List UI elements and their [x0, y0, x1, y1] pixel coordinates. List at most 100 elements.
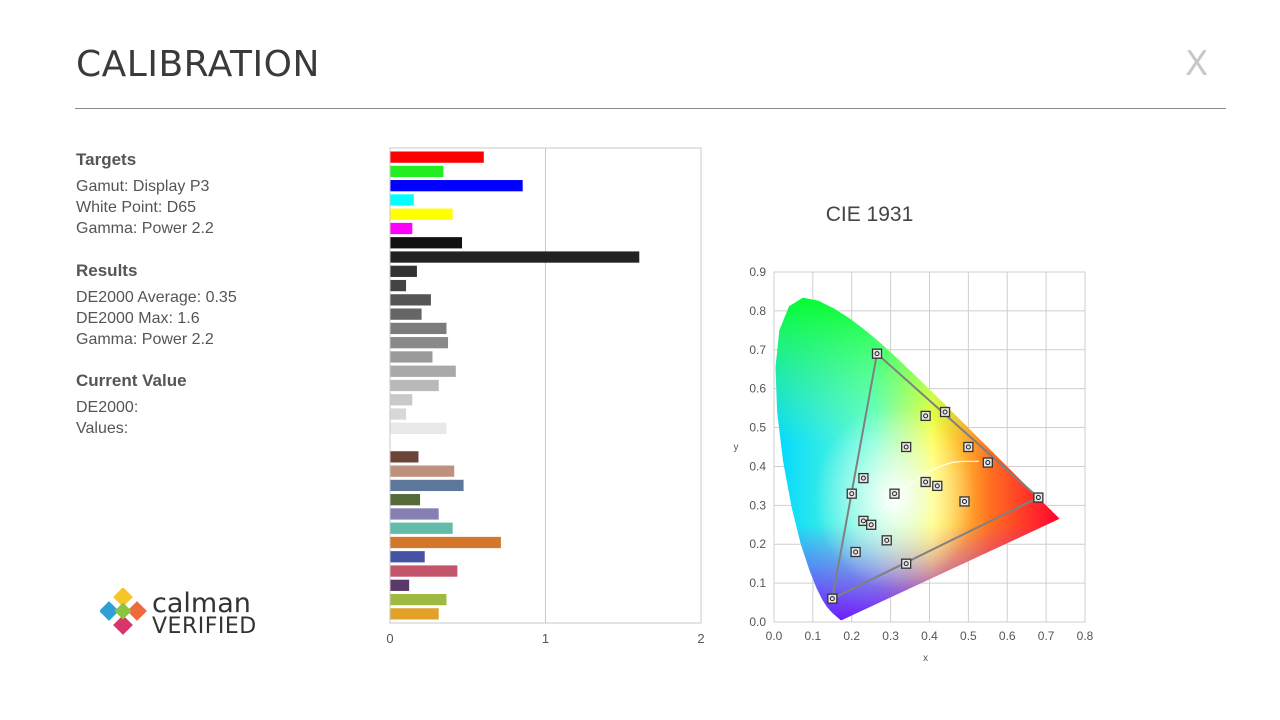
cie-x-tick-label: 0.0 — [766, 629, 783, 643]
target-marker — [963, 441, 974, 453]
bar — [390, 451, 419, 463]
current-de: DE2000: — [76, 399, 139, 416]
measured-marker — [849, 491, 855, 497]
bar — [390, 237, 463, 249]
current-value-heading: Current Value — [76, 371, 187, 390]
target-marker — [959, 496, 970, 507]
cie-y-tick-label: 0.7 — [749, 343, 766, 357]
results-de-max: DE2000 Max: 1.6 — [76, 310, 200, 327]
target-marker — [889, 488, 900, 499]
bar — [390, 565, 458, 577]
target-marker — [871, 348, 883, 359]
close-button[interactable]: X — [1185, 44, 1209, 84]
results-section: Results DE2000 Average: 0.35 DE2000 Max:… — [76, 261, 237, 350]
cie-chart-title: CIE 1931 — [826, 203, 914, 226]
measured-marker — [923, 479, 929, 485]
cie-x-tick-label: 0.7 — [1038, 629, 1055, 643]
target-marker — [932, 480, 943, 492]
targets-white-point: White Point: D65 — [76, 199, 197, 216]
bar-x-tick-label: 0 — [386, 631, 393, 646]
bar — [390, 351, 433, 363]
bar — [390, 337, 449, 349]
bar — [390, 508, 439, 520]
cie-y-tick-label: 0.1 — [749, 576, 766, 590]
measured-marker — [884, 537, 890, 543]
page-title: CALIBRATION — [76, 44, 320, 85]
bar — [390, 522, 453, 534]
target-marker — [858, 472, 869, 484]
bar — [390, 294, 431, 306]
targets-section: Targets Gamut: Display P3 White Point: D… — [76, 150, 214, 239]
cie-x-tick-label: 0.8 — [1077, 629, 1094, 643]
targets-gamut: Gamut: Display P3 — [76, 178, 210, 195]
target-marker — [982, 457, 993, 468]
bar — [390, 165, 444, 178]
cie-x-tick-label: 0.4 — [921, 629, 938, 643]
target-gamut-triangle — [830, 351, 1041, 601]
bar-x-tick-label: 1 — [542, 631, 549, 646]
bar — [390, 208, 453, 220]
cie-x-tick-label: 0.1 — [805, 629, 822, 643]
measured-marker — [874, 351, 880, 357]
bar — [390, 322, 447, 335]
cie-y-tick-label: 0.9 — [749, 265, 766, 279]
measured-marker — [860, 475, 866, 481]
cie-x-tick-label: 0.5 — [960, 629, 977, 643]
bar — [390, 180, 523, 192]
measured-marker — [934, 483, 940, 489]
bar — [390, 551, 425, 563]
cie-y-tick-label: 0.2 — [749, 537, 766, 551]
target-marker — [866, 519, 877, 530]
measured-marker — [892, 491, 898, 497]
target-marker — [901, 558, 912, 569]
measured-marker — [903, 561, 909, 567]
target-marker — [939, 406, 951, 418]
measured-marker — [961, 498, 967, 504]
cie-gamut-fill — [775, 297, 1060, 621]
bar — [390, 222, 413, 235]
measured-marker — [942, 409, 948, 415]
bar-x-tick-label: 2 — [697, 631, 704, 646]
measured-marker — [985, 460, 991, 466]
measured-marker — [860, 518, 866, 524]
bar — [390, 151, 484, 163]
cie-x-tick-label: 0.2 — [843, 629, 860, 643]
cie-y-tick-label: 0.8 — [749, 304, 766, 318]
de-bar-chart: 0 1 2 — [386, 147, 705, 646]
cie-x-axis-label: x — [923, 653, 928, 664]
bar — [390, 308, 422, 320]
target-marker — [920, 410, 931, 422]
cie-y-axis-label: y — [734, 442, 739, 453]
logo-word-verified: VERIFIED — [152, 614, 257, 639]
cie-y-tick-label: 0.5 — [749, 421, 766, 435]
target-marker — [850, 546, 861, 558]
target-marker — [846, 488, 857, 499]
bar — [390, 365, 456, 377]
results-gamma: Gamma: Power 2.2 — [76, 331, 214, 348]
bar — [390, 593, 447, 606]
results-de-average: DE2000 Average: 0.35 — [76, 289, 237, 306]
cie-y-tick-label: 0.3 — [749, 498, 766, 512]
target-marker — [920, 476, 931, 488]
bar — [390, 608, 439, 620]
measured-marker — [923, 413, 929, 419]
targets-heading: Targets — [76, 150, 137, 169]
cie-y-tick-label: 0.0 — [749, 615, 766, 629]
target-marker — [881, 535, 892, 546]
bar — [390, 279, 407, 292]
target-marker — [827, 593, 838, 604]
bar — [390, 536, 501, 549]
target-marker — [1033, 492, 1044, 503]
bar — [390, 494, 421, 506]
measured-marker — [965, 444, 971, 450]
calman-verified-logo: calman VERIFIED — [99, 587, 256, 643]
cie-y-tick-label: 0.4 — [749, 459, 766, 473]
bar — [390, 251, 640, 263]
measured-marker — [868, 522, 874, 528]
logo-word-calman: calman — [152, 588, 251, 619]
cie-1931-chart: CIE 1931 0.0 0.1 0.2 0.3 0.4 0.5 0.6 0.7 0.8 0.0 0.… — [734, 203, 1094, 664]
measured-marker — [853, 549, 859, 555]
calman-logo-icon — [99, 587, 147, 635]
measured-marker — [829, 596, 835, 602]
targets-gamma: Gamma: Power 2.2 — [76, 220, 214, 237]
